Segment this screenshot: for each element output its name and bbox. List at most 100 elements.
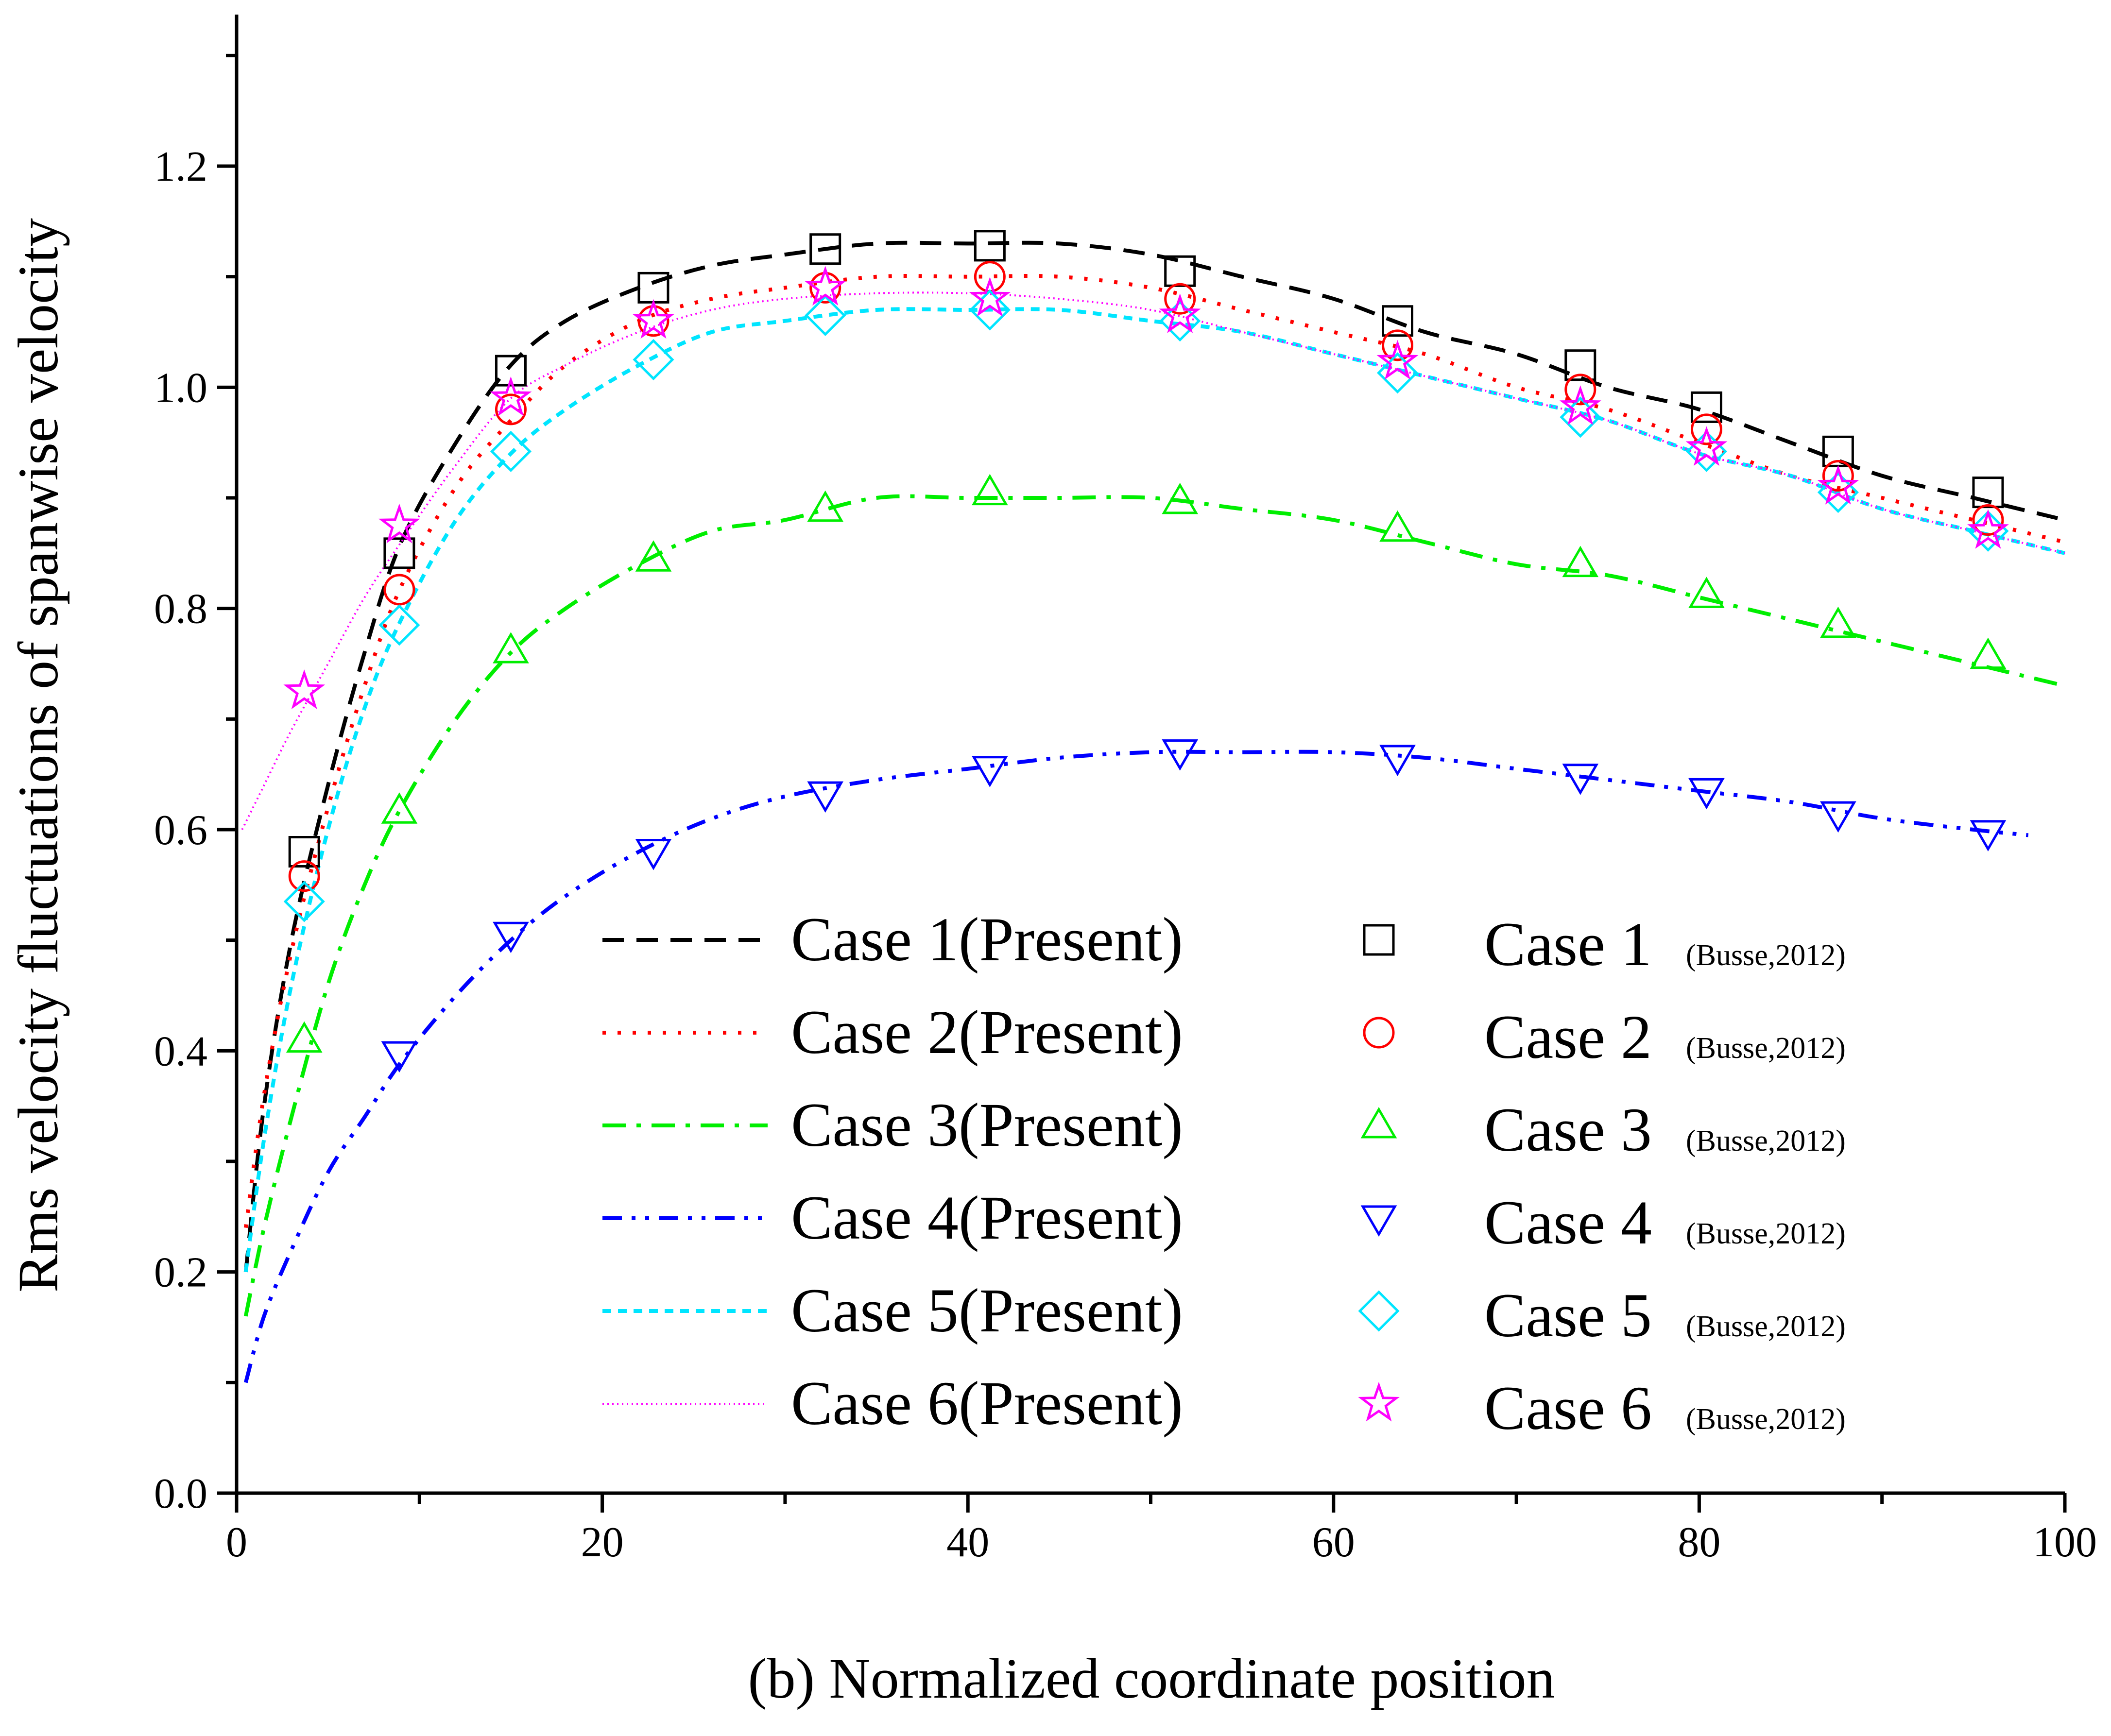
- marker-case-6-point: [1817, 465, 1859, 505]
- line-case-5: [243, 307, 2065, 1273]
- marker-case-5-point: [633, 339, 674, 380]
- marker-case-6-point: [633, 299, 674, 339]
- y-tick-label: 0.2: [154, 1249, 207, 1296]
- y-tick-label: 0.4: [154, 1028, 207, 1075]
- legend-marker-label-case-1: Case 1: [1484, 910, 1652, 979]
- legend-marker-swatch-case-2: [1363, 1017, 1395, 1049]
- marker-case-2-point: [383, 574, 415, 606]
- marker-case-4-point: [1162, 739, 1199, 771]
- marker-case-6-point: [1967, 509, 2009, 549]
- marker-case-2-point: [1164, 283, 1196, 315]
- line-case-1: [243, 240, 2065, 1273]
- legend-marker-label-case-4: Case 4: [1484, 1188, 1652, 1257]
- legend-marker-source-case-1: (Busse,2012): [1686, 939, 1846, 972]
- legend-marker-label-case-5: Case 5: [1484, 1281, 1652, 1350]
- axes: [235, 15, 2065, 1495]
- marker-case-1-point: [1690, 391, 1722, 423]
- legend-line-label-case-2: Case 2(Present): [791, 998, 1183, 1067]
- legend-marker-label-case-6: Case 6: [1484, 1374, 1652, 1443]
- marker-case-2-point: [1822, 460, 1854, 492]
- marker-case-6-point: [804, 266, 846, 306]
- legend-marker-source-case-2: (Busse,2012): [1686, 1032, 1846, 1065]
- marker-case-1-point: [1164, 255, 1196, 287]
- x-tick-label: 20: [581, 1519, 624, 1566]
- line-case-4: [243, 749, 2029, 1383]
- series-markers: [283, 230, 2009, 1073]
- marker-case-2-point: [1690, 413, 1722, 445]
- marker-case-1-point: [1382, 305, 1413, 337]
- x-tick-label: 60: [1312, 1519, 1355, 1566]
- marker-case-5-point: [378, 604, 420, 646]
- legend-marker-source-case-6: (Busse,2012): [1686, 1403, 1846, 1436]
- marker-case-3-point: [1820, 606, 1856, 638]
- marker-case-6-point: [969, 277, 1011, 317]
- axis-ticks: 0 20 40 60 80 100 0.0 0.2 0.4 0.6 0.8 1.0 1.2: [154, 53, 2097, 1566]
- x-tick-label: 80: [1678, 1519, 1720, 1566]
- y-tick-label: 1.0: [154, 364, 207, 411]
- legend-marker-source-case-3: (Busse,2012): [1686, 1124, 1846, 1157]
- x-axis-title: (b) Normalized coordinate position: [748, 1647, 1555, 1710]
- marker-case-1-point: [1564, 349, 1596, 381]
- line-case-6: [241, 291, 2065, 830]
- marker-case-5-point: [1560, 396, 1601, 438]
- marker-case-6-point: [490, 376, 532, 416]
- marker-case-4-point: [1970, 820, 2007, 851]
- marker-case-4-point: [972, 756, 1008, 787]
- marker-case-1-point: [637, 272, 669, 304]
- marker-case-4-point: [807, 781, 844, 813]
- marker-case-2-point: [288, 860, 320, 892]
- legend-line-label-case-6: Case 6(Present): [791, 1369, 1183, 1438]
- marker-case-1-point: [288, 836, 320, 868]
- marker-case-3-point: [1162, 482, 1199, 514]
- y-tick-label: 0.0: [154, 1470, 207, 1517]
- marker-case-2-point: [495, 393, 527, 425]
- marker-case-6-point: [1685, 426, 1728, 466]
- marker-case-6-point: [378, 503, 420, 544]
- legend-line-label-case-1: Case 1(Present): [791, 905, 1183, 974]
- legend-line-label-case-5: Case 5(Present): [791, 1276, 1183, 1345]
- y-tick-label: 0.6: [154, 807, 207, 854]
- y-tick-label: 1.2: [154, 143, 207, 190]
- marker-case-5-point: [1376, 352, 1419, 394]
- marker-case-5-point: [1159, 300, 1201, 342]
- marker-case-4-point: [1379, 745, 1416, 777]
- marker-case-4-point: [493, 921, 529, 953]
- marker-case-3-point: [381, 792, 418, 824]
- marker-case-1-point: [495, 355, 527, 387]
- marker-case-5-point: [1685, 430, 1727, 472]
- marker-case-4-point: [381, 1041, 418, 1073]
- marker-case-3-point: [1379, 510, 1416, 542]
- x-tick-label: 0: [226, 1519, 247, 1566]
- marker-case-6-point: [1159, 293, 1201, 333]
- legend-marker-source-case-5: (Busse,2012): [1686, 1310, 1846, 1343]
- marker-case-1-point: [383, 537, 415, 569]
- marker-case-3-point: [807, 490, 844, 522]
- legend-marker-swatch-case-5: [1358, 1290, 1400, 1332]
- legend-marker-label-case-2: Case 2: [1484, 1003, 1652, 1072]
- marker-case-2-point: [1382, 329, 1414, 361]
- y-axis-title: Rms velocity fluctuations of spanwise ve…: [6, 218, 70, 1293]
- legend-marker-swatch-case-3: [1360, 1107, 1397, 1139]
- legend-marker-swatch-case-4: [1360, 1205, 1397, 1237]
- marker-case-4-point: [1562, 764, 1599, 795]
- legend-line-label-case-3: Case 3(Present): [791, 1090, 1183, 1159]
- marker-case-2-point: [1972, 504, 2004, 536]
- marker-case-1-point: [1972, 477, 2004, 509]
- marker-case-5-point: [283, 881, 325, 922]
- marker-case-3-point: [493, 632, 529, 664]
- x-tick-label: 40: [946, 1519, 989, 1566]
- marker-case-6-point: [1376, 340, 1419, 380]
- marker-case-3-point: [1970, 637, 2007, 669]
- legend-marker-swatch-case-1: [1363, 924, 1395, 956]
- legend-marker-label-case-3: Case 3: [1484, 1095, 1652, 1164]
- marker-case-2-point: [1564, 374, 1596, 406]
- legend-marker-source-case-4: (Busse,2012): [1686, 1217, 1846, 1250]
- legend-line-label-case-4: Case 4(Present): [791, 1183, 1183, 1252]
- marker-case-5-point: [490, 430, 532, 472]
- marker-case-3-point: [1688, 577, 1725, 608]
- legend-marker-swatch-case-6: [1358, 1381, 1400, 1422]
- x-tick-label: 100: [2033, 1519, 2097, 1566]
- line-case-2: [243, 274, 2065, 1228]
- y-tick-label: 0.8: [154, 586, 207, 633]
